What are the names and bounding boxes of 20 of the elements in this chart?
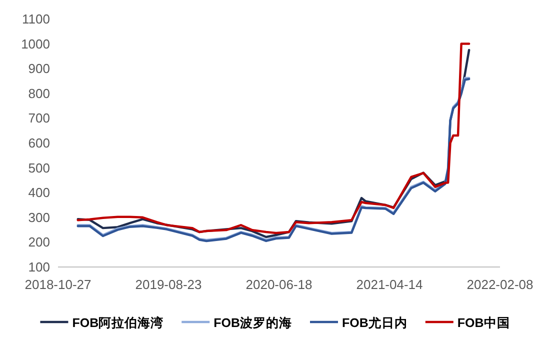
y-tick-label: 900 [28,61,50,76]
legend-label: FOB波罗的海 [214,316,292,330]
x-tick-label: 2021-04-14 [356,277,423,292]
x-tick-label: 2019-08-23 [135,277,202,292]
y-tick-label: 400 [28,185,50,200]
legend-label: FOB阿拉伯海湾 [72,315,164,330]
y-tick-label: 100 [28,260,50,274]
y-tick-label: 200 [28,234,50,250]
x-tick-label: 2022-02-08 [466,277,534,292]
y-tick-label: 1100 [22,12,50,26]
legend-label: FOB中国 [457,316,510,330]
y-tick-label: 1000 [21,36,50,52]
legend-label: FOB尤日内 [342,316,408,330]
y-tick-label: 500 [28,160,50,176]
y-tick-label: 800 [28,86,50,101]
y-tick-label: 300 [28,210,50,225]
y-tick-label: 700 [28,110,50,126]
y-tick-label: 600 [28,136,50,150]
x-tick-label: 2020-06-18 [246,277,312,292]
x-tick-label: 2018-10-27 [24,277,92,292]
